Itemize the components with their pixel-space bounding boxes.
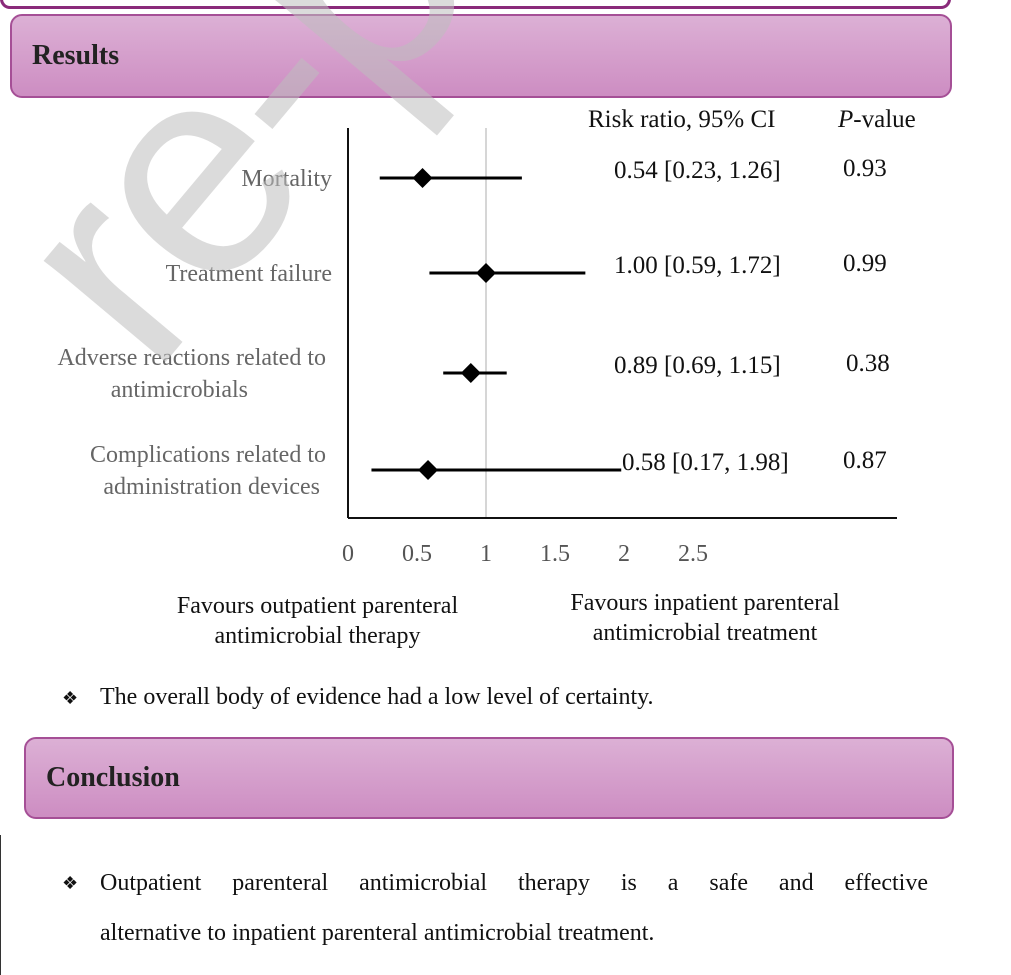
left-rule [0, 835, 1, 975]
x-tick-label: 0.5 [402, 541, 432, 567]
x-tick-label: 2 [618, 541, 630, 567]
p-value-text: 0.99 [843, 250, 887, 277]
point-estimate-marker [418, 460, 439, 480]
point-estimate-marker [476, 263, 496, 283]
results-bullet: ❖ The overall body of evidence had a low … [62, 672, 654, 723]
diamond-bullet-icon: ❖ [62, 873, 79, 893]
forest-plot: 0 0.5 1 1.5 2 2.5 Mortality 0.54 [0.23, 1.26] 0.… [57, 128, 897, 567]
ci-text: 1.00 [0.59, 1.72] [614, 252, 781, 279]
conclusion-header: Conclusion [24, 737, 954, 819]
row-label: Adverse reactions related to [57, 345, 326, 371]
results-title: Results [32, 40, 120, 71]
results-header: Results [10, 14, 952, 98]
conclusion-title: Conclusion [46, 762, 180, 793]
p-value-text: 0.93 [843, 155, 887, 182]
conclusion-bullet: ❖ Outpatient parenteral antimicrobial th… [62, 858, 928, 958]
conclusion-line-1: Outpatient parenteral antimicrobial ther… [100, 870, 928, 896]
ci-text: 0.89 [0.69, 1.15] [614, 352, 781, 379]
ci-text: 0.54 [0.23, 1.26] [614, 157, 781, 184]
ci-text: 0.58 [0.17, 1.98] [622, 449, 789, 476]
favours-right-label: Favours inpatient parenteral antimicrobi… [570, 590, 840, 646]
results-bullet-text: The overall body of evidence had a low l… [100, 684, 654, 710]
point-estimate-marker [460, 363, 481, 383]
row-label: Complications related to [90, 442, 326, 468]
favours-left-label: Favours outpatient parenteral antimicrob… [176, 593, 459, 649]
pvalue-column-header: P-value [838, 106, 916, 134]
x-tick-label: 1.5 [540, 541, 570, 567]
row-label: Mortality [241, 166, 332, 192]
x-tick-label: 0 [342, 541, 354, 567]
x-tick-label: 2.5 [678, 541, 708, 567]
row-label: antimicrobials [111, 377, 248, 403]
x-tick-label: 1 [480, 541, 492, 567]
pvalue-rest: -value [853, 106, 916, 133]
conclusion-line-2: alternative to inpatient parenteral anti… [100, 920, 655, 946]
row-label: administration devices [103, 474, 320, 500]
diamond-bullet-icon: ❖ [62, 688, 79, 708]
row-label: Treatment failure [166, 261, 332, 287]
point-estimate-marker [412, 168, 433, 188]
pvalue-italic: P [838, 106, 854, 133]
risk-ratio-column-header: Risk ratio, 95% CI [588, 106, 776, 133]
p-value-text: 0.38 [846, 350, 890, 377]
p-value-text: 0.87 [843, 447, 887, 474]
